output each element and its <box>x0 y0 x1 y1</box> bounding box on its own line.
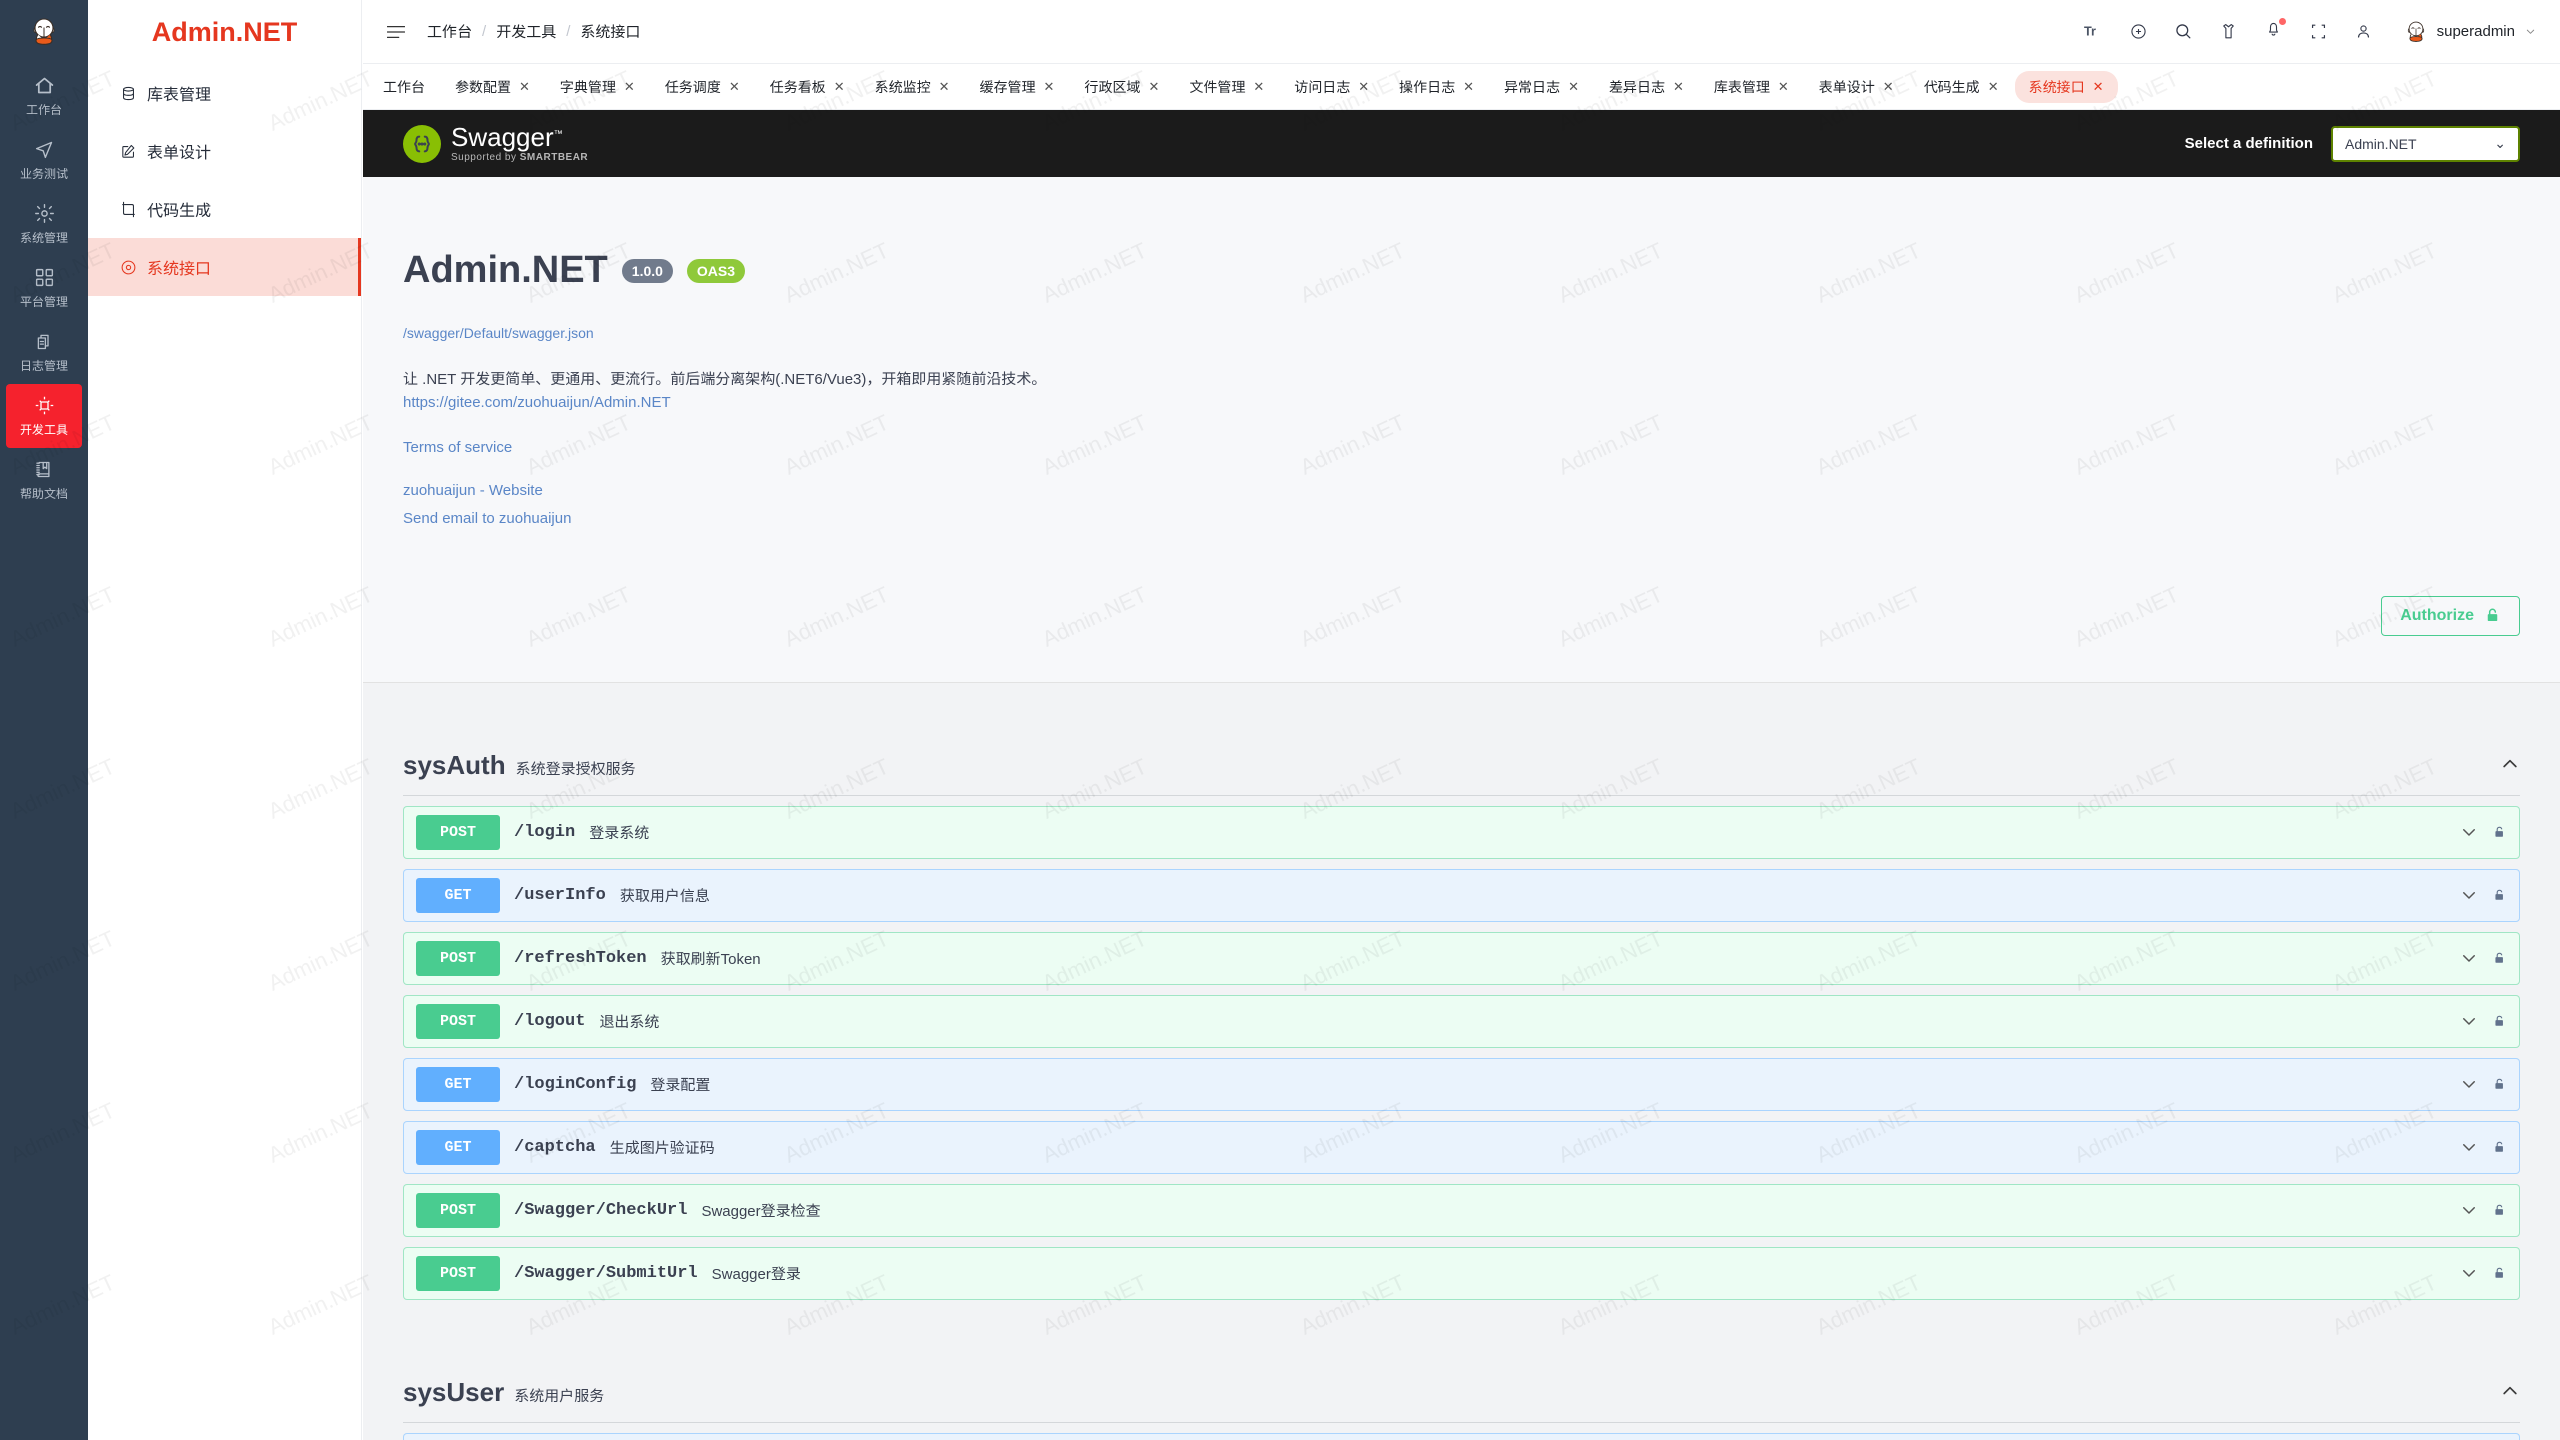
svg-text:Tr: Tr <box>2084 24 2096 38</box>
